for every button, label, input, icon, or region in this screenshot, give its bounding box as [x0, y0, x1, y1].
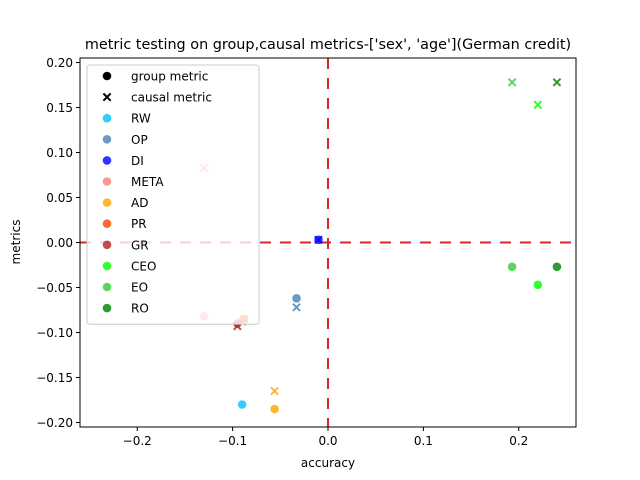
legend-swatch-ceo: [102, 261, 112, 271]
legend-swatch-eo: [102, 282, 112, 292]
x-tick-label: 0.1: [414, 434, 433, 448]
point-causal-op-0-mark-stroke-b: [292, 302, 301, 312]
chart-title: metric testing on group,causal metrics-[…: [85, 37, 571, 53]
point-causal-eo-0: [507, 77, 517, 87]
x-tick-label: −0.1: [218, 434, 247, 448]
legend-label-pr: PR: [131, 217, 147, 231]
legend-label-meta: META: [131, 175, 164, 189]
y-tick-label: −0.15: [36, 371, 73, 385]
legend-swatch-meta: [102, 177, 112, 186]
y-tick-label: 0.00: [46, 236, 73, 250]
point-causal-eo-0-mark: [507, 77, 517, 87]
legend-swatch-op: [102, 135, 112, 144]
point-causal-di-0-mark: [314, 235, 323, 245]
legend-label-eo: EO: [131, 281, 148, 295]
legend-swatch-ro: [102, 303, 112, 313]
legend-label-gr: GR: [131, 238, 149, 252]
y-tick-label: −0.05: [36, 281, 73, 295]
legend-swatch-di: [102, 156, 112, 165]
y-axis-label: metrics: [9, 220, 23, 265]
y-tick-label: −0.10: [36, 326, 73, 340]
point-group-ceo-0: [533, 280, 543, 290]
legend-marker-causal: [102, 92, 112, 102]
x-tick-label: 0.0: [318, 434, 337, 448]
point-causal-op-0-mark: [292, 302, 301, 312]
point-causal-ad-0: [270, 386, 279, 396]
point-causal-ro-0: [552, 77, 562, 87]
legend-label-ad: AD: [131, 196, 148, 210]
x-tick-label: −0.2: [123, 434, 152, 448]
point-group-rw-0: [237, 400, 247, 409]
point-causal-ro-0-mark: [552, 77, 562, 87]
point-causal-ro-0-mark-stroke-b: [552, 77, 562, 87]
legend: group metric causal metric RW OP DI META AD PR G…: [86, 64, 260, 325]
x-axis-label: accuracy: [301, 456, 355, 470]
legend-swatch-gr: [102, 240, 112, 250]
legend-label: causal metric: [131, 91, 212, 105]
y-tick-label: 0.15: [46, 101, 73, 115]
point-causal-ceo-0: [533, 100, 543, 110]
legend-marker-causal-stroke-b: [102, 92, 112, 102]
legend-swatch-rw: [102, 113, 112, 123]
point-causal-ceo-0-mark: [533, 100, 543, 110]
legend-label-rw: RW: [131, 112, 151, 126]
legend-box: [86, 64, 260, 325]
y-tick-label: −0.20: [36, 416, 73, 430]
y-tick-label: 0.05: [46, 191, 73, 205]
legend-label-ro: RO: [131, 302, 149, 316]
y-tick-label: 0.20: [46, 56, 73, 70]
legend-label-ceo: CEO: [131, 259, 156, 273]
point-group-ad-0: [270, 404, 279, 414]
point-causal-eo-0-mark-stroke-b: [507, 77, 517, 87]
point-causal-ceo-0-mark-stroke-b: [533, 100, 543, 110]
point-causal-di-0: [314, 235, 323, 245]
point-causal-op-0: [292, 302, 301, 312]
point-group-op-0: [292, 294, 301, 303]
legend-swatch-ad: [102, 198, 112, 207]
point-group-eo-0: [507, 262, 517, 272]
point-causal-ad-0-mark: [270, 386, 279, 396]
legend-marker-group: [102, 71, 112, 81]
legend-label-op: OP: [131, 133, 148, 147]
x-tick-label: 0.2: [509, 434, 528, 448]
legend-swatch-pr: [102, 219, 112, 228]
legend-label-di: DI: [131, 154, 144, 168]
y-tick-label: 0.10: [46, 146, 73, 160]
point-causal-ad-0-mark-stroke-b: [270, 386, 279, 396]
point-causal-di-0-mark-stroke-b: [314, 235, 323, 245]
point-group-ro-0: [552, 262, 562, 272]
legend-label: group metric: [131, 70, 208, 84]
